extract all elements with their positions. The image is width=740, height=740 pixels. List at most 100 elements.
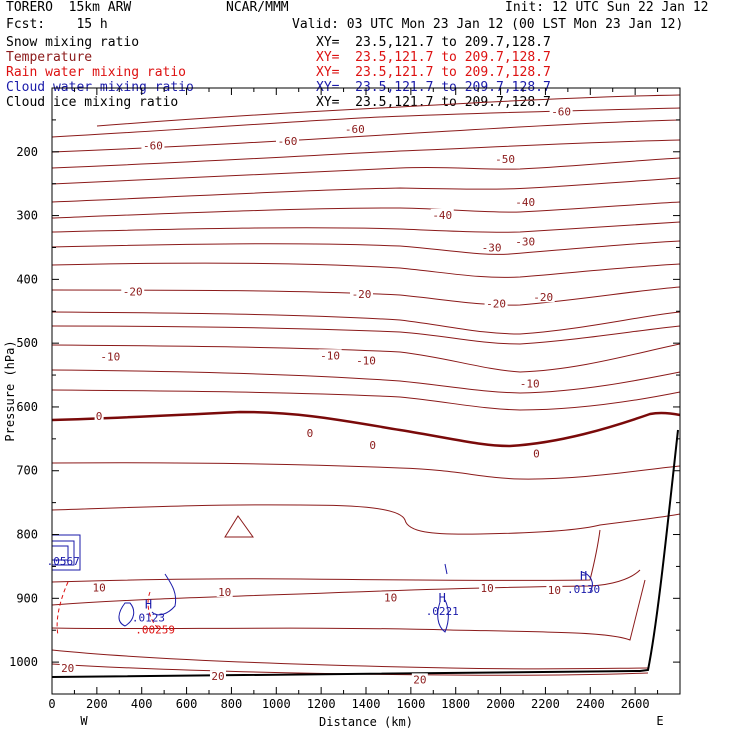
field-name-snow: Snow mixing ratio: [6, 35, 140, 50]
isotherm-line: [51, 369, 681, 394]
contour-label: -20: [352, 288, 372, 301]
contour-label: -10: [320, 349, 340, 362]
contour-label: -30: [482, 241, 502, 254]
contour-label: -40: [432, 209, 452, 222]
maximum-value: .0123: [132, 611, 165, 624]
isotherm-line: [51, 201, 681, 219]
isotherm-line: [51, 240, 681, 255]
isotherm-line: [51, 311, 681, 335]
contour-label: -20: [486, 298, 506, 311]
contour-label: 10: [218, 586, 231, 599]
cloud-water-contours: [52, 534, 593, 633]
cloud-water-contour: [52, 534, 81, 571]
isotherm-line: [51, 157, 681, 185]
isotherm-line: [51, 107, 681, 138]
contour-label-bg: [382, 591, 399, 603]
isotherm-line: [51, 221, 681, 233]
contour-label-bg: [546, 584, 563, 596]
isotherm-line: [51, 389, 681, 411]
x-tick-label: 2400: [576, 697, 605, 711]
maximum-value: .0221: [426, 605, 459, 618]
x-tick-label: 200: [86, 697, 108, 711]
contour-label-bg: [368, 439, 378, 451]
maximum-mark: H: [145, 597, 152, 611]
contour-labels: -60 -60 -60 -60 -50 -40 -40 -30 -30 -20 -20 -20 -20 -…: [59, 105, 573, 686]
contour-label: -60: [143, 139, 163, 152]
y-axis-label: Pressure (hPa): [3, 340, 17, 441]
contour-label-bg: [209, 670, 226, 682]
x-tick-label: 1400: [352, 697, 381, 711]
tick-labels: 0 200 400 600 800 1000 1200 1400 1600 1800 2000 220…: [9, 145, 650, 711]
contour-label: -10: [100, 351, 120, 364]
contour-label: 20: [61, 662, 74, 675]
cloud-water-contour: [52, 545, 69, 561]
contour-label: -50: [495, 153, 515, 166]
valid-time: Valid: 03 UTC Mon 23 Jan 12 (00 LST Mon …: [292, 17, 684, 32]
contour-label-bg: [479, 582, 496, 594]
isotherm-line: [51, 504, 681, 535]
cloud-water-contour: [118, 602, 135, 627]
isotherm-line: [51, 529, 601, 583]
contour-label: 0: [96, 410, 103, 423]
contour-label-bg: [343, 122, 367, 134]
contour-label: -60: [345, 123, 365, 136]
x-tick-label: 1000: [262, 697, 291, 711]
field-xy-snow: XY= 23.5,121.7 to 209.7,128.7: [316, 35, 551, 50]
init-time: Init: 12 UTC Sun 22 Jan 12: [505, 0, 709, 15]
field-xy-temperature: XY= 23.5,121.7 to 209.7,128.7: [316, 50, 551, 65]
contour-label: 20: [413, 673, 426, 686]
cloud-water-contour: [437, 599, 449, 633]
cloud-water-contour: [581, 571, 593, 593]
contour-label-bg: [98, 350, 122, 362]
x-tick-label: 2200: [531, 697, 560, 711]
field-name-temperature: Temperature: [6, 50, 93, 65]
isotherm-line: [51, 286, 681, 306]
contour-label: -30: [515, 236, 535, 249]
center-title: NCAR/MMM: [226, 0, 289, 15]
isotherm-line: [96, 94, 681, 127]
field-name-rain: Rain water mixing ratio: [6, 65, 187, 80]
x-tick-label: 600: [176, 697, 198, 711]
rain-contour: [56, 581, 69, 636]
contour-label-bg: [411, 673, 428, 685]
forecast-hour: Fcst: 15 h: [6, 17, 108, 32]
contour-label-bg: [305, 427, 315, 439]
y-tick-label: 300: [16, 209, 38, 223]
maximum-value: .00259: [135, 623, 175, 636]
east-label: E: [656, 714, 663, 728]
contour-label-bg: [549, 105, 573, 117]
contour-label: 0: [369, 439, 376, 452]
contour-label-bg: [216, 585, 233, 597]
y-tick-label: 900: [16, 591, 38, 605]
contour-label: -20: [123, 285, 143, 298]
contour-label: 0: [307, 427, 314, 440]
field-xy-rain: XY= 23.5,121.7 to 209.7,128.7: [316, 65, 551, 80]
x-tick-label: 400: [131, 697, 153, 711]
contour-label: 20: [211, 670, 224, 683]
contour-label-bg: [59, 661, 76, 673]
contour-label: 10: [384, 592, 397, 605]
y-tick-label: 400: [16, 272, 38, 286]
y-tick-label: 600: [16, 400, 38, 414]
isotherm-line: [51, 262, 681, 278]
contour-label-bg: [430, 208, 454, 220]
isotherm-line: [224, 515, 254, 538]
contour-label: -40: [515, 196, 535, 209]
contour-label-bg: [513, 196, 537, 208]
isotherm-line: [51, 569, 641, 606]
west-label: W: [80, 714, 88, 728]
cloud-water-contour: [444, 563, 448, 575]
contour-label: 0: [533, 448, 540, 461]
x-tick-label: 2600: [621, 697, 650, 711]
isotherm-line: [51, 177, 681, 203]
axis-ticks: [51, 88, 680, 695]
rain-contour: [147, 591, 161, 631]
isotherm-line: [51, 579, 646, 641]
maximum-mark: H: [580, 569, 587, 583]
contour-label: -10: [356, 354, 376, 367]
isotherm-line: [51, 139, 681, 169]
x-tick-label: 0: [48, 697, 55, 711]
x-tick-label: 2000: [486, 697, 515, 711]
